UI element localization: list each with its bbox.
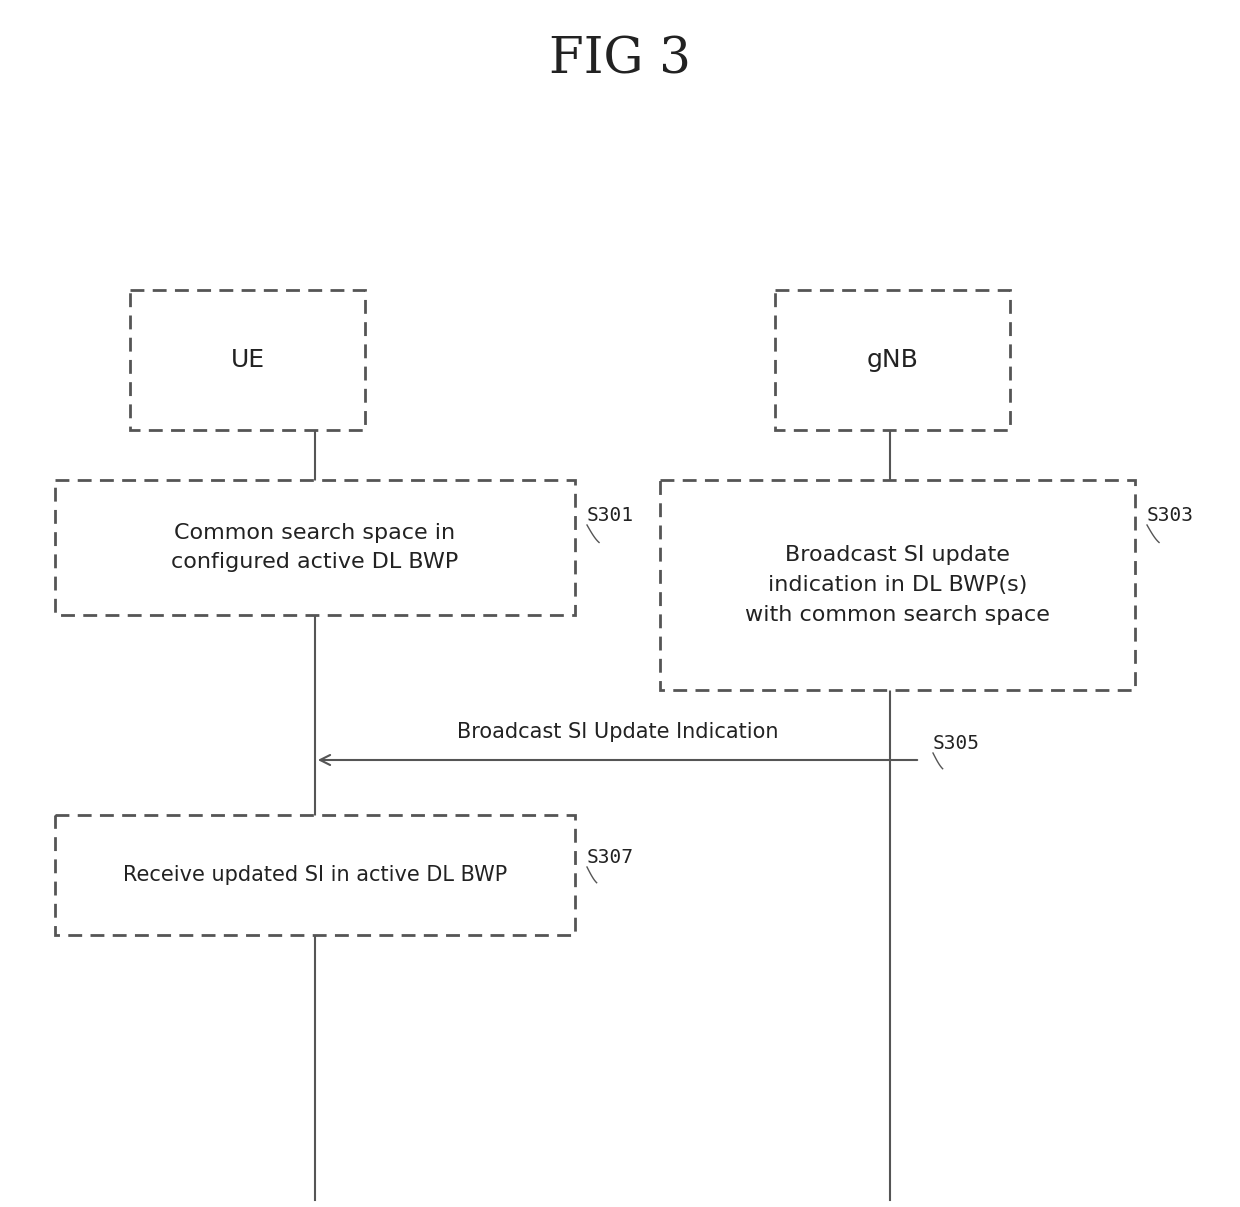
Bar	[660, 480, 1135, 690]
Text: Common search space in
configured active DL BWP: Common search space in configured active…	[171, 523, 459, 572]
Text: Broadcast SI Update Indication: Broadcast SI Update Indication	[456, 722, 779, 742]
Bar	[130, 290, 365, 430]
Text: S307: S307	[587, 849, 634, 867]
Bar	[55, 480, 575, 616]
Bar	[775, 290, 1011, 430]
Bar	[55, 815, 575, 935]
Text: S305: S305	[932, 734, 980, 753]
Text: FIG 3: FIG 3	[549, 35, 691, 84]
Text: S303: S303	[1147, 506, 1194, 525]
Text: Receive updated SI in active DL BWP: Receive updated SI in active DL BWP	[123, 865, 507, 885]
Text: Broadcast SI update
indication in DL BWP(s)
with common search space: Broadcast SI update indication in DL BWP…	[745, 546, 1050, 624]
Text: gNB: gNB	[867, 348, 919, 372]
Text: S301: S301	[587, 506, 634, 525]
Text: UE: UE	[231, 348, 264, 372]
